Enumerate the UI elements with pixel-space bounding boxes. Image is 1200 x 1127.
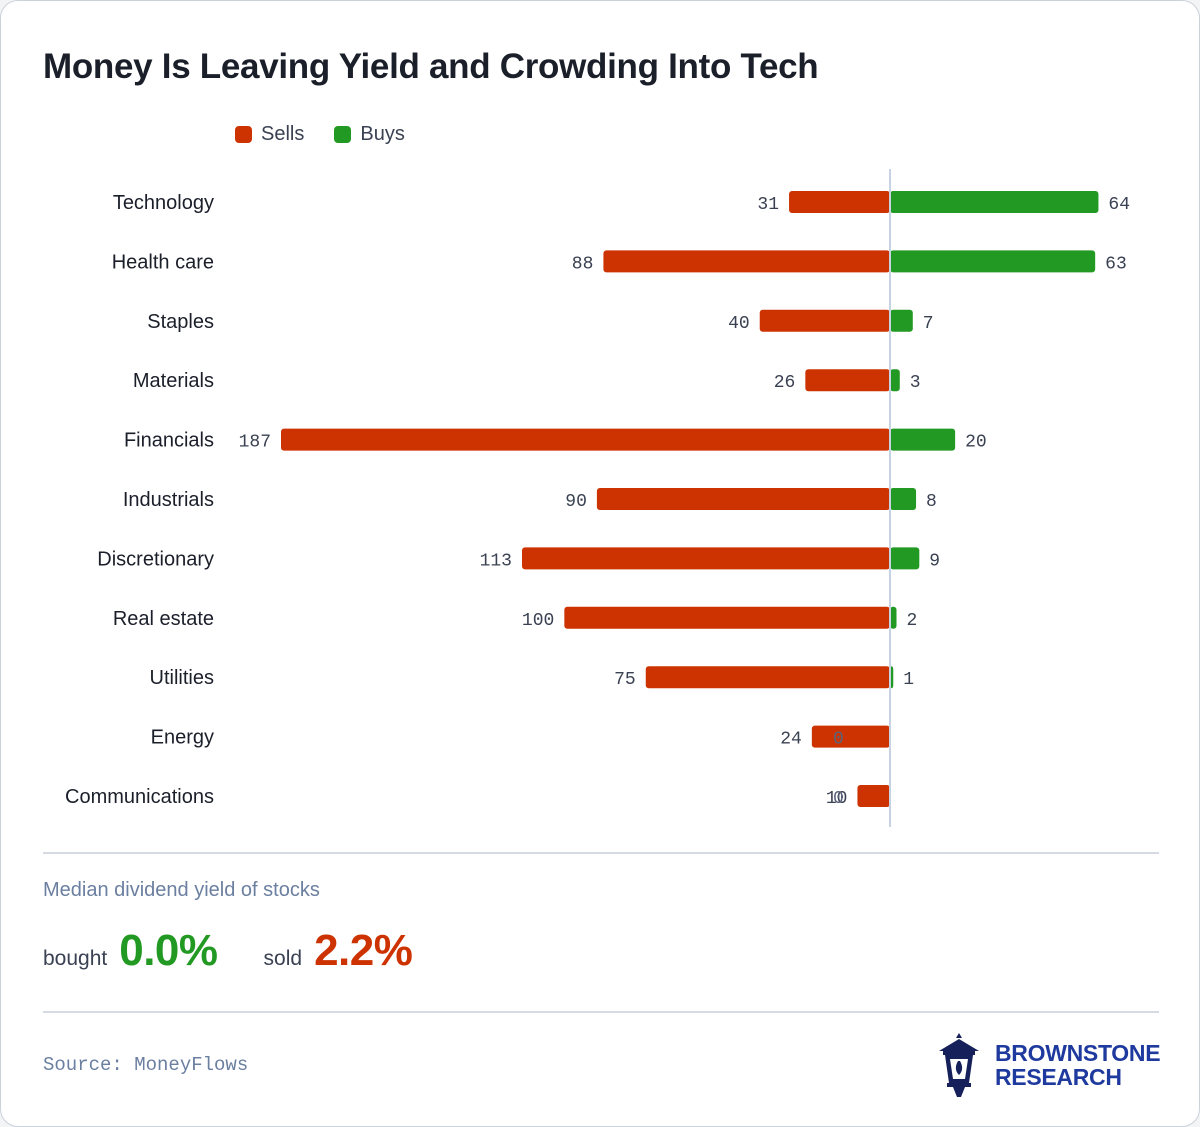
category-label: Technology	[113, 192, 214, 214]
brand-name-line2: RESEARCH	[995, 1064, 1122, 1090]
category-label: Health care	[112, 251, 214, 273]
category-label: Industrials	[123, 489, 214, 511]
buys-value-label: 0	[833, 789, 844, 809]
category-label: Staples	[147, 311, 214, 333]
sells-value-label: 187	[239, 433, 271, 453]
buys-bar	[890, 309, 913, 332]
sold-value: 2.2%	[314, 926, 413, 975]
legend-label-sells: Sells	[261, 123, 305, 145]
sells-bar	[805, 369, 890, 392]
legend-item-sells: Sells	[235, 123, 304, 146]
brand-name-line1: BROWNSTONE	[995, 1040, 1161, 1066]
yield-heading: Median dividend yield of stocks	[43, 879, 320, 901]
buys-bar	[890, 428, 956, 451]
sells-bar	[857, 785, 890, 807]
buys-value-label: 3	[910, 373, 921, 393]
sells-bar	[811, 725, 890, 748]
buys-bar	[890, 488, 917, 510]
buys-value-label: 7	[923, 314, 934, 334]
sells-bar	[603, 250, 890, 273]
buys-bar	[890, 369, 900, 392]
buys-value-label: 8	[926, 492, 937, 512]
sells-value-label: 31	[757, 195, 779, 215]
category-label: Financials	[124, 430, 214, 452]
source-note: Source: MoneyFlows	[43, 1054, 249, 1076]
bought-label: bought	[43, 947, 108, 970]
buys-bar	[890, 606, 897, 629]
sells-value-label: 100	[522, 611, 554, 631]
buys-value-label: 1	[903, 670, 914, 690]
legend-label-buys: Buys	[360, 123, 405, 145]
buys-bar	[890, 250, 1096, 273]
sells-value-label: 40	[728, 314, 750, 334]
sells-bar	[645, 666, 890, 689]
buys-value-label: 64	[1108, 195, 1130, 215]
sells-value-label: 113	[480, 551, 512, 571]
sells-value-label: 10	[826, 789, 848, 809]
divider-top	[43, 852, 1159, 854]
buys-value-label: 63	[1105, 254, 1127, 274]
legend-item-buys: Buys	[334, 123, 405, 146]
buys-value-label: 0	[833, 730, 844, 750]
sells-value-label: 26	[774, 373, 796, 393]
sells-value-label: 24	[780, 730, 802, 750]
sells-bar	[596, 488, 890, 510]
legend-swatch-sells	[235, 126, 252, 143]
brand-logo: BROWNSTONE RESEARCH	[931, 1031, 1161, 1099]
yield-row: bought 0.0% sold 2.2%	[43, 926, 458, 976]
buys-value-label: 2	[907, 611, 918, 631]
sells-value-label: 90	[565, 492, 587, 512]
category-label: Materials	[133, 370, 214, 392]
legend: Sells Buys	[235, 123, 435, 146]
sold-label: sold	[263, 947, 303, 970]
divider-bottom	[43, 1011, 1159, 1013]
sells-value-label: 75	[614, 670, 636, 690]
sells-value-label: 88	[572, 254, 594, 274]
lantern-icon	[939, 1033, 979, 1097]
category-label: Communications	[65, 786, 214, 808]
buys-value-label: 20	[965, 433, 987, 453]
bought-value: 0.0%	[119, 926, 218, 975]
sells-bar	[759, 309, 890, 332]
category-label: Utilities	[150, 667, 214, 689]
buys-bar	[890, 191, 1099, 213]
sells-bar	[789, 191, 890, 213]
chart-title: Money Is Leaving Yield and Crowding Into…	[43, 47, 819, 86]
category-label: Real estate	[113, 608, 214, 630]
sells-bar	[564, 606, 890, 629]
sells-bar	[281, 428, 890, 451]
category-label: Energy	[151, 727, 214, 749]
sells-bar	[521, 547, 890, 570]
buys-value-label: 9	[929, 551, 940, 571]
category-label: Discretionary	[97, 548, 214, 570]
buys-bar	[890, 547, 920, 570]
legend-swatch-buys	[334, 126, 352, 143]
